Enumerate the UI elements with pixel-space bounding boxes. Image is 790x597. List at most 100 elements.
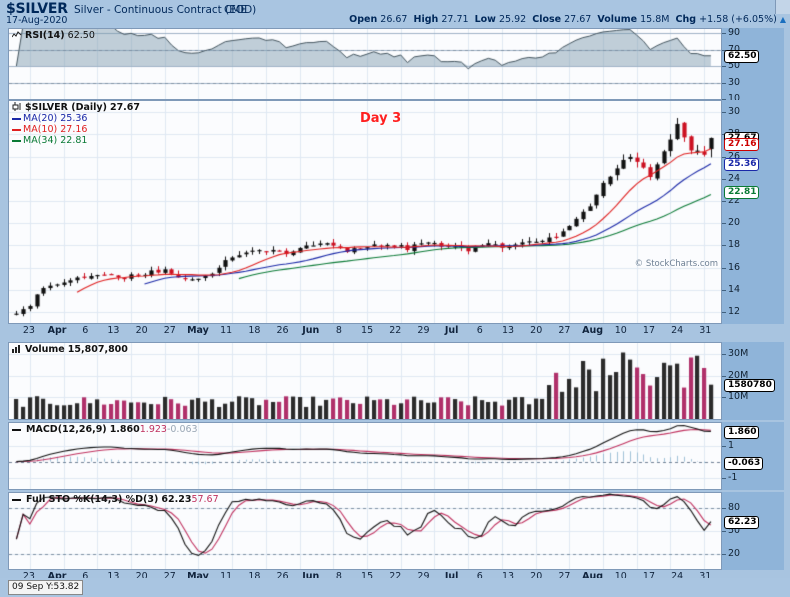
change-label: Chg (675, 14, 697, 25)
axis-tick-label: 50 (728, 60, 741, 72)
axis-tick-label: 10 (728, 93, 741, 104)
rsi-axis: 90 70 50 30 10 62.50 (722, 27, 784, 104)
axis-tick-label: 20M (728, 369, 749, 381)
annotation-day3: Day 3 (360, 111, 402, 126)
x-axis-label: 6 (476, 325, 483, 336)
close-label: Close (532, 14, 562, 25)
stochastics-legend: Full STO %K(14,3) %D(3) 62.2357.67 (12, 494, 219, 505)
stochastics-panel: Full STO %K(14,3) %D(3) 62.2357.67 (8, 492, 722, 570)
rsi-panel: RSI(14) 62.50 (8, 28, 722, 100)
axis-value-flag: 27.16 (724, 137, 760, 151)
x-axis-label: 11 (220, 571, 233, 582)
axis-tick-label: 20 (728, 547, 741, 559)
macd-plot (9, 423, 721, 489)
axis-tick-label: 90 (728, 27, 741, 39)
x-axis-label: 22 (389, 571, 402, 582)
x-axis-label: 31 (699, 571, 712, 582)
axis-tick-label: 16 (728, 261, 741, 273)
axis-tickmark (722, 112, 726, 114)
axis-tickmark (722, 200, 726, 202)
x-axis-label: 6 (476, 571, 483, 582)
status-bar: 09 Sep Y:53.82 (0, 578, 790, 597)
axis-tick-label: 18 (728, 239, 741, 251)
x-axis-label: May (187, 571, 209, 582)
x-axis-label: 29 (417, 571, 430, 582)
x-axis-label: Jul (444, 325, 459, 336)
axis-tickmark (722, 375, 726, 377)
axis-tick-label: 30 (728, 76, 741, 88)
x-axis-label: 15 (361, 571, 374, 582)
scrollbar-corner[interactable] (775, 0, 790, 14)
axis-tick-label: 26 (728, 150, 741, 162)
axis-tick-label: 70 (728, 44, 740, 55)
quote-bar: Open 26.67 High 27.71 Low 25.92 Close 27… (349, 14, 786, 25)
axis-tick-label: 50 (728, 525, 741, 536)
x-axis-label: 27 (163, 571, 176, 582)
price-plot (9, 101, 721, 323)
macd-value: 1.860 (109, 424, 140, 435)
crosshair-tooltip: 09 Sep Y:53.82 (8, 580, 84, 595)
x-axis-label: 27 (163, 325, 176, 336)
axis-tick-label: 22 (728, 194, 741, 206)
sto-k-value: 62.23 (161, 494, 192, 505)
ma10-value: 27.16 (60, 124, 88, 135)
lower-x-axis: 23 Apr 6 13 20 27 May 11 18 26 Jun 8 15 22 29 Jul 6 13 20 2… (8, 571, 722, 585)
x-axis-label: 20 (135, 325, 148, 336)
axis-value-flag: 62.23 (724, 515, 760, 529)
axis-tickmark (722, 178, 726, 180)
x-axis-label: 6 (82, 325, 89, 336)
change-up-arrow: ▲ (779, 15, 786, 24)
macd-axis: 1 -1 1.860 -0.063 (722, 422, 784, 490)
x-axis-label: 27 (558, 571, 571, 582)
axis-tickmark (722, 33, 726, 35)
x-axis-label: 27 (558, 325, 571, 336)
price-x-axis: 23 Apr 6 13 20 27 May 11 18 26 Jun 8 15 22 29 Jul 6 13 20 2… (8, 325, 722, 339)
macd-signal-value: 1.923 (139, 424, 167, 435)
axis-value-flag: 1580780 (724, 378, 775, 392)
volume-axis: 30M 20M 10M 1580780 (722, 342, 784, 420)
axis-tickmark (722, 223, 726, 225)
high-value: 27.71 (441, 14, 469, 25)
x-axis-label: May (187, 325, 209, 336)
x-axis-label: 24 (671, 325, 684, 336)
x-axis-label: 18 (248, 325, 261, 336)
axis-tickmark (722, 289, 726, 291)
x-axis-label: 23 (22, 325, 35, 336)
x-axis-label: 6 (82, 571, 89, 582)
price-legend-value: 27.67 (109, 102, 141, 113)
stockcharts-watermark: © StockCharts.com (634, 259, 718, 269)
ma20-label: MA(20) (23, 113, 58, 124)
exchange-label: CME (224, 4, 248, 16)
volume-panel: Volume 15,807,800 (8, 342, 722, 420)
axis-tick-label: 20 (728, 217, 741, 229)
ma34-label: MA(34) (23, 135, 58, 146)
macd-legend-name: MACD(12,26,9) (26, 424, 107, 435)
symbol-title: $SILVER (6, 1, 68, 17)
x-axis-label: 15 (361, 325, 374, 336)
change-value: +1.58 (+6.05%) (699, 14, 777, 25)
axis-tickmark (722, 531, 726, 532)
chart-header: $SILVER Silver - Continuous Contract (EO… (0, 0, 790, 28)
x-axis-label: Jun (302, 325, 320, 336)
sto-legend-name: Full STO %K(14,3) %D(3) (26, 494, 159, 505)
x-axis-label: 31 (699, 325, 712, 336)
volume-label: Volume (597, 14, 638, 25)
axis-tickmark (722, 353, 726, 355)
stochastics-axis: 80 50 20 62.23 (722, 492, 784, 570)
axis-tickmark (722, 311, 726, 313)
volume-legend: Volume 15,807,800 (12, 344, 128, 355)
ma34-swatch (12, 139, 21, 142)
low-label: Low (474, 14, 496, 25)
x-axis-label: 13 (107, 571, 120, 582)
symbol-description: Silver - Continuous Contract (EOD) (74, 4, 257, 16)
x-axis-label: Apr (47, 325, 67, 336)
volume-value: 15.8M (640, 14, 670, 25)
x-axis-label: 20 (530, 325, 543, 336)
axis-tickmark (722, 267, 726, 269)
axis-tickmark (722, 99, 726, 100)
sto-d-value: 57.67 (191, 494, 219, 505)
macd-legend: MACD(12,26,9) 1.8601.923-0.063 (12, 424, 198, 435)
x-axis-label: 26 (276, 571, 289, 582)
